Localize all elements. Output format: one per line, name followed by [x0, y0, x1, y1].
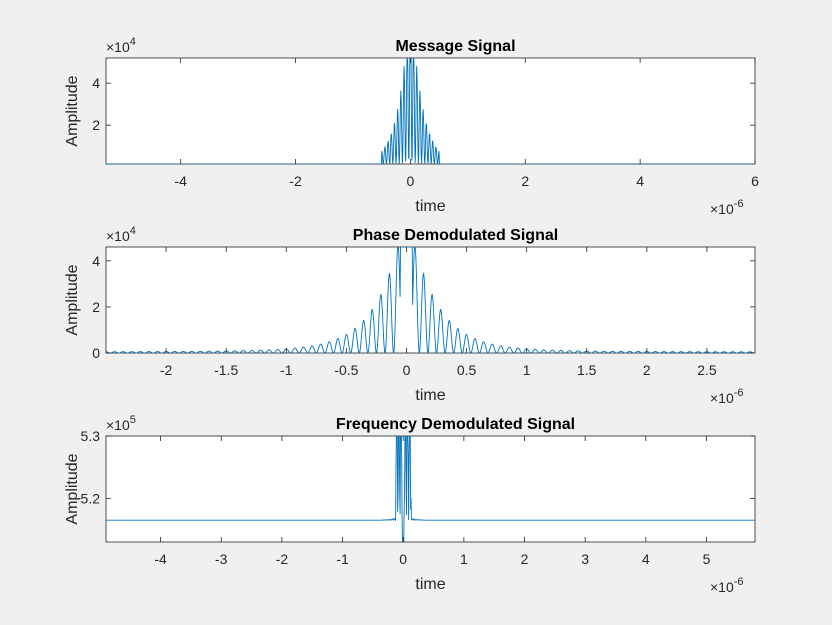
series-line — [106, 436, 755, 542]
y-tick-label: 5.2 — [81, 490, 101, 506]
x-tick-label: 2 — [521, 551, 529, 567]
x-exponent-label: ×10-6 — [710, 198, 744, 217]
x-tick-label: 2 — [521, 173, 529, 189]
x-tick-label: 0 — [399, 551, 407, 567]
y-tick-label: 4 — [92, 253, 100, 269]
x-tick-label: 4 — [636, 173, 644, 189]
x-axis-label: time — [415, 387, 445, 404]
x-tick-label: 0 — [406, 173, 414, 189]
x-tick-label: -1 — [280, 362, 293, 378]
x-tick-label: 2 — [643, 362, 651, 378]
x-exponent-label: ×10-6 — [710, 387, 744, 406]
x-tick-label: -2 — [289, 173, 302, 189]
y-exponent-label: ×104 — [106, 36, 136, 55]
y-axis-label: Amplitude — [64, 453, 81, 524]
x-tick-label: 0 — [403, 362, 411, 378]
y-tick-label: 2 — [92, 117, 100, 133]
x-tick-label: 4 — [642, 551, 650, 567]
x-axis-label: time — [415, 198, 445, 215]
y-tick-label: 2 — [92, 299, 100, 315]
x-tick-label: -4 — [174, 173, 187, 189]
x-tick-label: -4 — [154, 551, 167, 567]
y-tick-label: 4 — [92, 75, 100, 91]
subplot-3: -4 -3 -2 -1 0 1 2 3 4 5 5.2 5.3 Frequency Demodulate… — [64, 414, 756, 595]
subplot-2: -2 -1.5 -1 -0.5 0 0.5 1 1.5 2 2.5 0 2 4 Phase Demodul… — [64, 225, 756, 406]
plot-area — [105, 435, 756, 543]
x-tick-label: 3 — [581, 551, 589, 567]
chart-title: Phase Demodulated Signal — [353, 227, 558, 244]
x-tick-label: -1 — [336, 551, 349, 567]
x-tick-label: -3 — [215, 551, 228, 567]
y-tick-label: 5.3 — [81, 428, 101, 444]
subplot-1: -4 -2 0 2 4 6 2 4 Message Signal time Amplitude ×10… — [64, 36, 759, 217]
x-tick-label: 5 — [703, 551, 711, 567]
plot-area — [105, 246, 756, 354]
y-tick-label: 0 — [92, 345, 100, 361]
y-axis-label: Amplitude — [64, 264, 81, 335]
x-exponent-label: ×10-6 — [710, 576, 744, 595]
x-tick-label: -2 — [160, 362, 173, 378]
x-tick-label: -0.5 — [334, 362, 358, 378]
x-tick-label: 1.5 — [577, 362, 597, 378]
x-tick-label: -1.5 — [214, 362, 238, 378]
x-tick-label: 6 — [751, 173, 759, 189]
x-tick-label: -2 — [276, 551, 289, 567]
y-exponent-label: ×105 — [106, 414, 136, 433]
x-axis-label: time — [415, 576, 445, 593]
chart-title: Frequency Demodulated Signal — [336, 416, 575, 433]
x-tick-label: 1 — [523, 362, 531, 378]
series-line — [106, 58, 755, 164]
x-tick-label: 1 — [460, 551, 468, 567]
x-tick-label: 2.5 — [697, 362, 717, 378]
y-exponent-label: ×104 — [106, 225, 136, 244]
x-tick-label: 0.5 — [457, 362, 477, 378]
y-axis-label: Amplitude — [64, 75, 81, 146]
chart-title: Message Signal — [395, 38, 515, 55]
